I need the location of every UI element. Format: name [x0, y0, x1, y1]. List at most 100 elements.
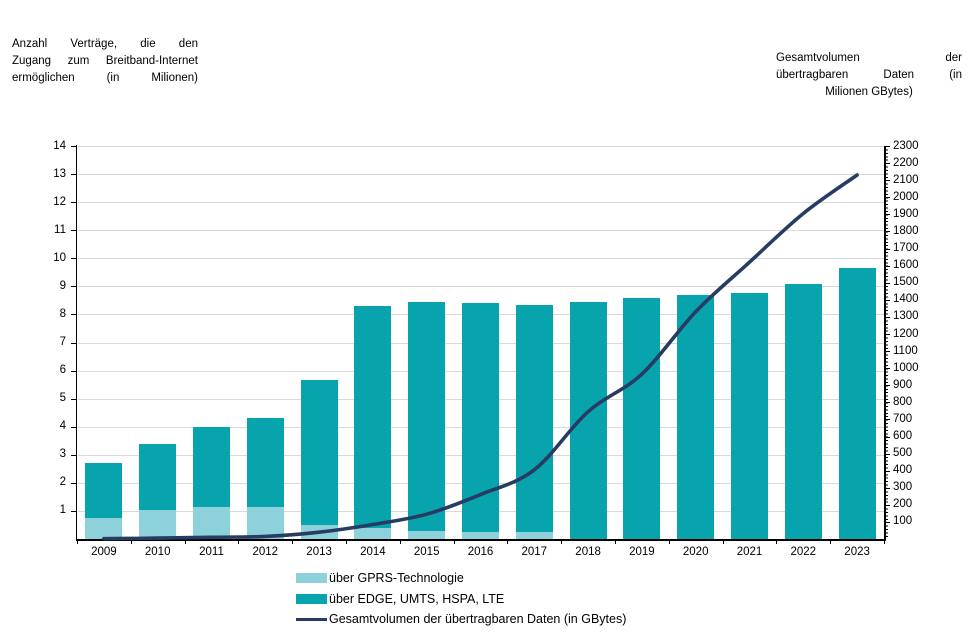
right-axis-tick-label: 400	[893, 464, 913, 477]
x-axis-tick	[238, 540, 240, 544]
left-axis-tick	[71, 398, 77, 400]
edge-swatch-icon	[296, 593, 327, 604]
legend-label: über GPRS-Technologie	[329, 571, 464, 586]
left-axis-tick	[71, 370, 77, 372]
right-axis-tick-label: 300	[893, 481, 913, 494]
legend-label: Gesamtvolumen der übertragbaren Daten (i…	[329, 612, 627, 627]
right-axis-tick	[884, 248, 890, 250]
right-axis-tick	[884, 351, 890, 352]
right-axis-tick-label: 2000	[893, 190, 919, 203]
bar-edge-2022	[784, 283, 822, 539]
left-axis-tick-label: 10	[53, 251, 66, 264]
left-axis-tick	[71, 314, 77, 316]
bar-edge-2018	[569, 301, 607, 539]
right-axis-tick	[884, 334, 890, 335]
bar-edge-2012	[246, 418, 284, 507]
right-axis-tick-label: 1500	[893, 276, 919, 289]
right-axis-tick-label: 1100	[893, 344, 918, 357]
left-axis-tick	[71, 454, 77, 456]
x-axis-tick	[830, 540, 832, 544]
x-axis-label-2020: 2020	[682, 546, 709, 558]
line-swatch-icon	[296, 617, 327, 621]
legend-label: über EDGE, UMTS, HSPA, LTE	[329, 591, 505, 606]
right-axis-tick	[884, 402, 890, 404]
right-axis-tick	[884, 436, 890, 438]
left-axis-tick	[71, 286, 77, 288]
right-axis-tick-label: 1700	[893, 242, 919, 254]
left-axis-tick-label: 3	[59, 448, 66, 461]
left-axis-line	[75, 145, 77, 540]
right-axis-tick	[884, 385, 890, 387]
x-axis-tick	[399, 540, 401, 544]
right-axis-tick-label: 900	[893, 378, 913, 391]
x-axis-label-2011: 2011	[199, 546, 224, 558]
x-axis-label-2016: 2016	[467, 546, 494, 558]
right-axis-tick	[884, 231, 890, 233]
x-axis-label-2018: 2018	[575, 546, 601, 558]
x-axis-tick	[776, 540, 778, 544]
gridline	[78, 174, 884, 176]
left-axis-tick	[71, 230, 77, 232]
left-axis-tick	[71, 510, 77, 512]
bar-gprs-2015	[408, 530, 446, 539]
left-axis-title-line: ermöglichen (in Milionen)	[12, 72, 198, 84]
bar-gprs-2016	[462, 532, 499, 539]
x-axis-label-2022: 2022	[790, 546, 817, 558]
left-axis-tick-label: 14	[53, 139, 66, 152]
left-axis-tick-label: 6	[59, 364, 66, 377]
x-axis-tick	[615, 540, 616, 544]
right-axis-tick-label: 700	[893, 412, 913, 425]
bar-edge-2019	[623, 297, 661, 539]
right-axis-tick-label: 200	[893, 498, 913, 511]
left-axis-tick-label: 2	[59, 476, 66, 489]
right-axis-line	[884, 146, 886, 541]
bar-edge-2021	[731, 293, 768, 539]
left-axis-tick	[71, 342, 77, 344]
bar-edge-2011	[193, 426, 230, 507]
legend-item-volume-line: Gesamtvolumen der übertragbaren Daten (i…	[296, 609, 626, 630]
left-axis-tick-label: 5	[59, 392, 66, 405]
right-axis-tick	[884, 299, 890, 301]
right-axis-tick-label: 600	[893, 430, 913, 442]
x-axis-tick	[722, 540, 724, 544]
gprs-swatch-icon	[296, 573, 327, 584]
left-axis-tick-label: 8	[59, 307, 66, 320]
legend-item-gprs: über GPRS-Technologie	[296, 568, 626, 589]
bar-edge-2017	[515, 304, 553, 532]
x-axis-tick	[507, 540, 509, 544]
right-axis-tick-label: 1600	[893, 259, 919, 272]
right-axis-tick-label: 2100	[893, 173, 919, 186]
left-axis-title-line: Zugang zum Breitband-Internet	[12, 55, 198, 67]
right-axis-title-line: Milionen GBytes)	[825, 86, 913, 98]
bar-edge-2014	[354, 306, 392, 528]
left-axis-tick-label: 9	[59, 279, 66, 292]
right-axis-tick	[884, 453, 890, 455]
bar-edge-2020	[677, 294, 715, 539]
x-axis-label-2010: 2010	[144, 546, 171, 558]
right-axis-tick	[884, 282, 890, 284]
x-axis-label-2019: 2019	[629, 546, 655, 558]
gridline	[78, 202, 884, 204]
right-axis-tick-label: 1300	[893, 310, 919, 323]
left-axis-tick-label: 13	[53, 167, 66, 180]
right-axis-tick-label: 1800	[893, 224, 919, 237]
x-axis-label-2023: 2023	[844, 546, 870, 558]
x-axis-label-2009: 2009	[91, 546, 117, 558]
left-axis-tick	[71, 202, 77, 204]
right-axis-tick-label: 1200	[893, 327, 919, 340]
x-axis-label-2015: 2015	[413, 546, 440, 558]
gridline	[78, 230, 884, 232]
right-axis-tick	[884, 419, 890, 421]
left-axis-tick-label: 4	[59, 420, 66, 433]
volume-line-path	[102, 173, 859, 541]
right-axis-tick-label: 2300	[893, 139, 919, 152]
right-axis-tick-label: 500	[893, 447, 913, 460]
right-axis-tick-label: 2200	[893, 156, 919, 169]
left-axis-tick-label: 12	[53, 195, 66, 208]
bar-gprs-2012	[246, 506, 284, 539]
gridline	[78, 258, 884, 260]
bar-edge-2023	[838, 268, 876, 539]
right-axis-tick-label: 1400	[893, 293, 919, 306]
bar-edge-2009	[85, 463, 123, 518]
